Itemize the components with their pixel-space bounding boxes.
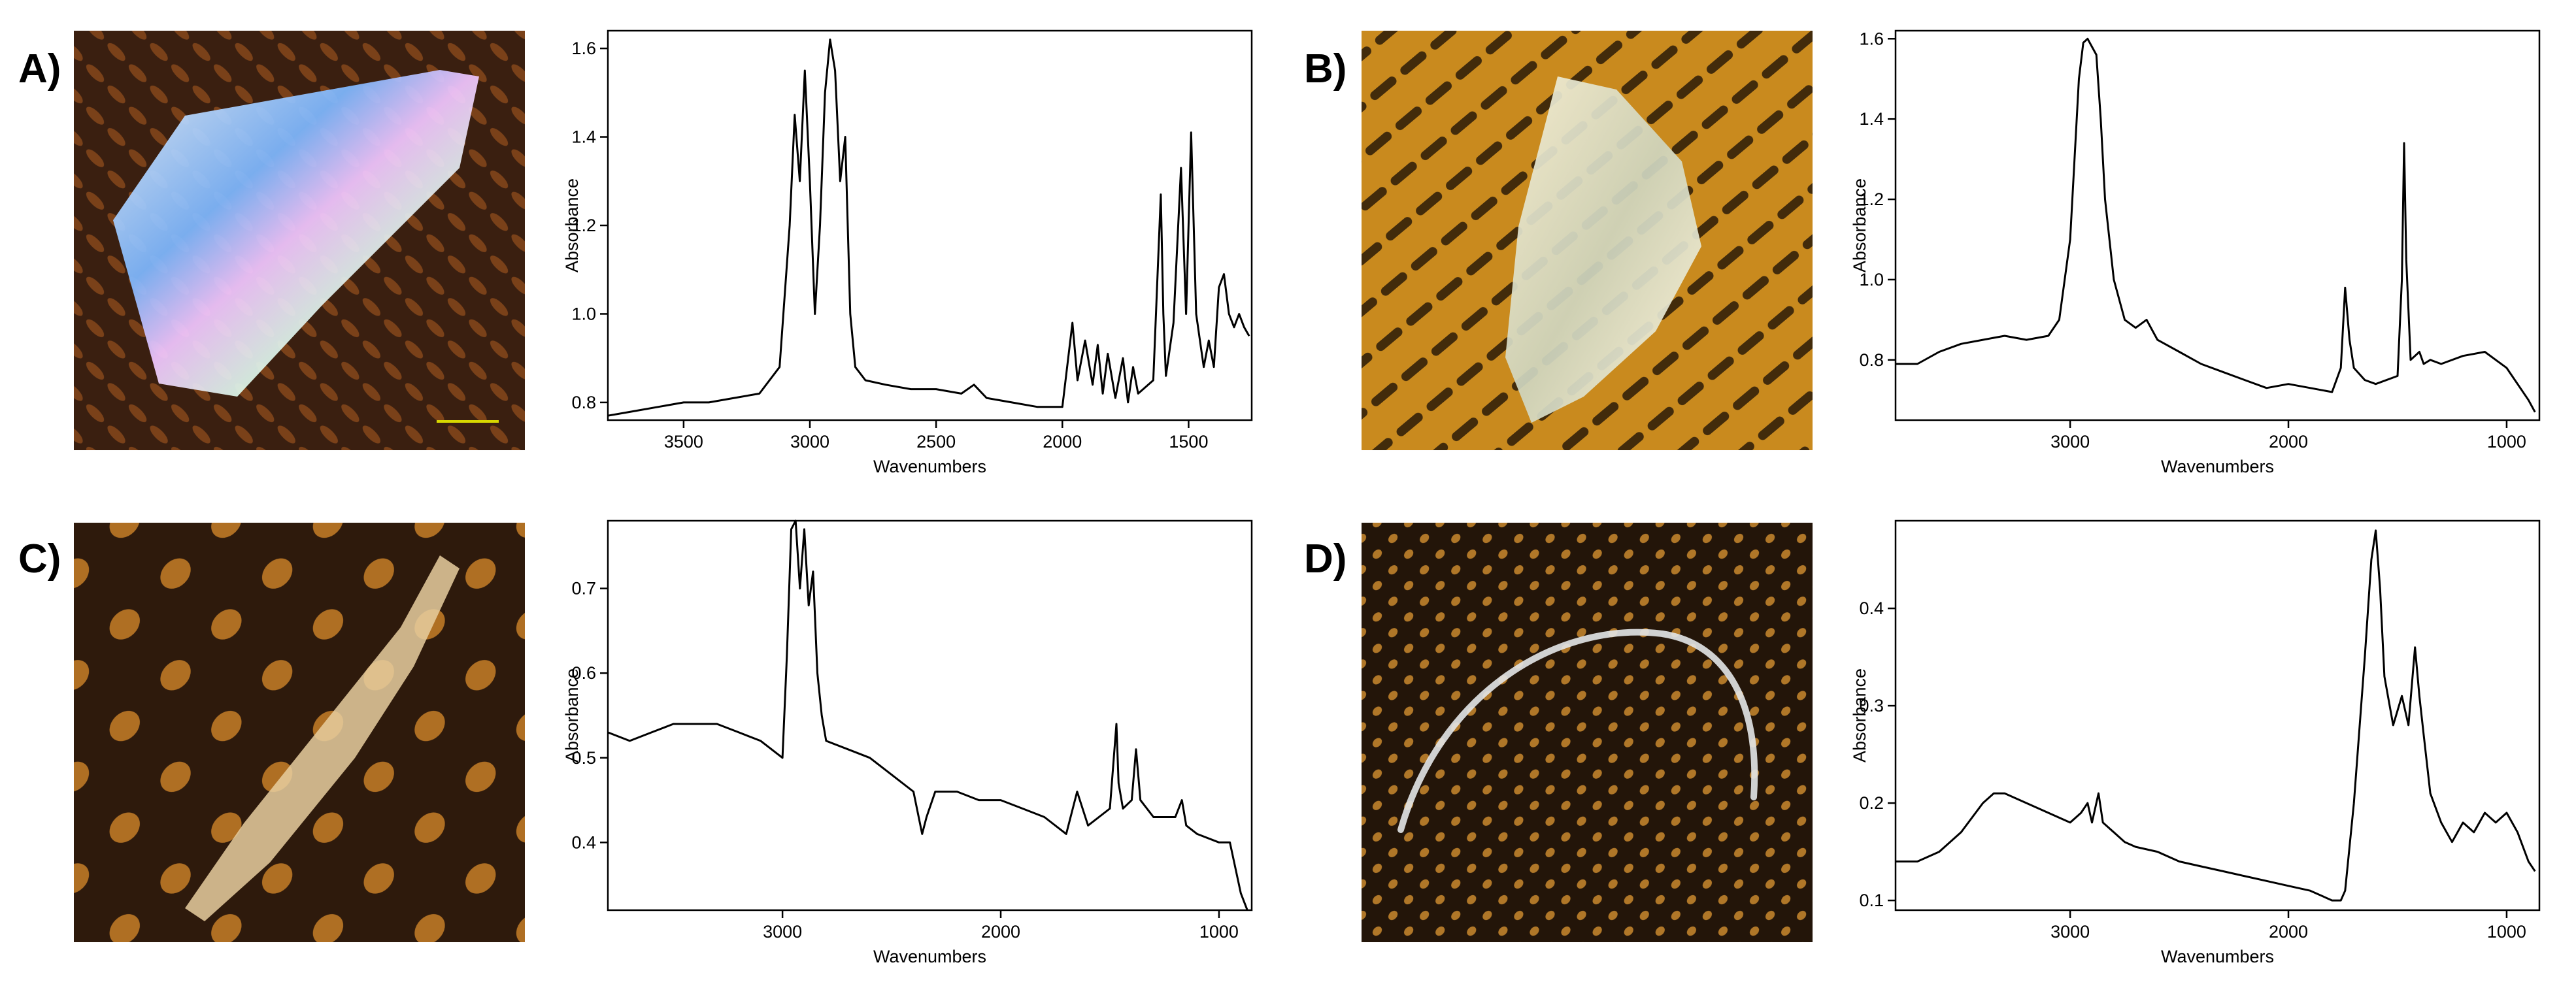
micrograph-photo-a	[74, 31, 525, 450]
fiber-strand-d	[1397, 629, 1758, 833]
x-tick-label-c-2: 1000	[1199, 922, 1239, 942]
y-tick-label-c-0: 0.4	[571, 832, 596, 852]
x-axis-label-d: Wavenumbers	[2161, 947, 2274, 966]
panel-label-b: B)	[1304, 46, 1347, 91]
y-tick-label-b-0: 0.8	[1859, 350, 1884, 370]
spectrum-chart-a-svg: 3500 3000 2500 2000 1500 0.8 1.0 1.2 1.4 1.6 Waven…	[562, 29, 1253, 476]
particle-fragment-a	[113, 70, 479, 397]
x-tick-label-b-0: 3000	[2050, 432, 2090, 451]
x-tick-label-a-3: 2000	[1043, 432, 1082, 451]
y-tick-label-b-3: 1.4	[1859, 109, 1884, 129]
x-tick-label-d-0: 3000	[2050, 922, 2090, 942]
spectrum-chart-c-svg: 3000 2000 1000 0.4 0.5 0.6 0.7 Wavenumbers Absor…	[562, 519, 1253, 966]
x-axis-label-a: Wavenumbers	[873, 457, 986, 476]
y-tick-label-a-0: 0.8	[571, 393, 596, 412]
spectrum-chart-c: 3000 2000 1000 0.4 0.5 0.6 0.7 Wavenumbers Absor…	[562, 503, 1268, 974]
x-tick-label-c-1: 2000	[981, 922, 1020, 942]
particle-fragment-c	[185, 555, 460, 921]
y-tick-label-a-3: 1.4	[571, 127, 596, 147]
y-tick-label-a-1: 1.0	[571, 304, 596, 323]
y-tick-label-b-1: 1.0	[1859, 270, 1884, 289]
plot-frame-d	[1894, 519, 2541, 911]
micrograph-photo-c	[74, 523, 525, 942]
x-tick-label-a-4: 1500	[1169, 432, 1208, 451]
spectrum-chart-b-svg: 3000 2000 1000 0.8 1.0 1.2 1.4 1.6 Wavenumbers Ab…	[1850, 29, 2541, 476]
y-tick-label-d-1: 0.2	[1859, 793, 1884, 813]
y-tick-label-d-2: 0.3	[1859, 696, 1884, 715]
spectrum-chart-b: 3000 2000 1000 0.8 1.0 1.2 1.4 1.6 Wavenumbers Ab…	[1850, 13, 2556, 484]
micrograph-photo-d	[1362, 523, 1813, 942]
x-tick-label-d-1: 2000	[2269, 922, 2308, 942]
panel-label-d: D)	[1304, 536, 1347, 582]
x-tick-label-d-2: 1000	[2487, 922, 2526, 942]
spectrum-line-b	[1896, 37, 2536, 413]
y-tick-label-c-2: 0.6	[571, 663, 596, 683]
y-tick-label-c-3: 0.7	[571, 579, 596, 599]
x-tick-label-a-2: 2500	[916, 432, 956, 451]
x-tick-label-b-1: 2000	[2269, 432, 2308, 451]
particle-fragment-b	[1505, 76, 1701, 423]
spectrum-chart-d-svg: 3000 2000 1000 0.1 0.2 0.3 0.4 Wavenumbers Absor…	[1850, 519, 2541, 966]
y-axis-label-a: Absorbance	[562, 178, 582, 272]
x-tick-label-c-0: 3000	[763, 922, 802, 942]
y-tick-label-d-3: 0.4	[1859, 599, 1884, 618]
y-tick-label-c-1: 0.5	[571, 748, 596, 768]
y-axis-label-d: Absorbance	[1850, 668, 1869, 763]
spectrum-line-c	[607, 519, 1248, 911]
x-tick-label-a-0: 3500	[664, 432, 703, 451]
plot-frame-b	[1894, 29, 2541, 421]
y-tick-label-b-4: 1.6	[1859, 29, 1884, 48]
y-axis-label-b: Absorbance	[1850, 178, 1869, 272]
y-tick-label-d-0: 0.1	[1859, 891, 1884, 910]
micrograph-photo-b	[1362, 31, 1813, 450]
spectrum-line-d	[1896, 529, 2536, 902]
panel-label-c: C)	[18, 536, 61, 582]
plot-frame-c	[607, 519, 1253, 911]
spectrum-line-a	[607, 39, 1250, 417]
spectrum-chart-a: 3500 3000 2500 2000 1500 0.8 1.0 1.2 1.4 1.6 Waven…	[562, 13, 1268, 484]
x-tick-label-b-2: 1000	[2487, 432, 2526, 451]
panel-label-a: A)	[18, 46, 61, 91]
y-tick-label-b-2: 1.2	[1859, 189, 1884, 209]
plot-frame-a	[607, 29, 1253, 421]
x-axis-label-b: Wavenumbers	[2161, 457, 2274, 476]
x-tick-label-a-1: 3000	[790, 432, 829, 451]
spectrum-chart-d: 3000 2000 1000 0.1 0.2 0.3 0.4 Wavenumbers Absor…	[1850, 503, 2556, 974]
x-axis-label-c: Wavenumbers	[873, 947, 986, 966]
y-tick-label-a-4: 1.6	[571, 39, 596, 58]
y-tick-label-a-2: 1.2	[571, 216, 596, 235]
y-axis-label-c: Absorbance	[562, 668, 582, 763]
